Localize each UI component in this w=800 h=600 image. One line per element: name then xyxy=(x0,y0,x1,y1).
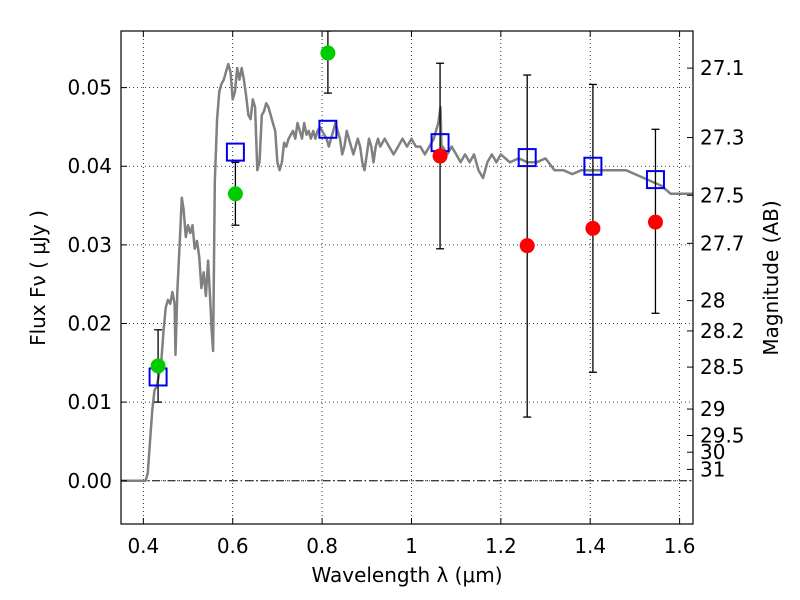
tick-labels: 0.4 0.6 0.8 1 1.2 1.4 1.6 0.00 0.01 0.02 0.03 0.04 0… xyxy=(67,56,744,558)
mag-tick-label: 27.7 xyxy=(700,231,745,255)
observed-point-red xyxy=(432,148,448,164)
observed-point-green xyxy=(150,358,166,374)
mag-tick-label: 28 xyxy=(700,289,725,313)
y-tick-label: 0.04 xyxy=(67,154,112,178)
mag-tick-label: 31 xyxy=(700,457,725,481)
x-tick-label: 0.6 xyxy=(217,534,249,558)
mag-tick-label: 30 xyxy=(700,440,725,464)
mag-tick-label: 29.5 xyxy=(700,424,745,448)
observed-point-green xyxy=(227,186,243,202)
x-tick-label: 1.2 xyxy=(485,534,517,558)
model-photometry-square xyxy=(645,170,665,190)
plot-area xyxy=(121,31,693,483)
y-axis-title: Flux Fν ( μJy ) xyxy=(26,210,50,346)
model-photometry-square xyxy=(318,119,338,139)
observed-point-red xyxy=(647,214,663,230)
x-tick-label: 0.4 xyxy=(127,534,159,558)
y-tick-label: 0.02 xyxy=(67,311,112,335)
mag-tick-label: 27.1 xyxy=(700,56,745,80)
mag-tick-label: 28.2 xyxy=(700,319,745,343)
y-tick-label: 0.00 xyxy=(67,469,112,493)
model-photometry-square xyxy=(517,148,537,168)
x-tick-label: 1.4 xyxy=(574,534,606,558)
x-tick-label: 1.6 xyxy=(664,534,696,558)
y-tick-label: 0.01 xyxy=(67,390,112,414)
mag-tick-label: 28.5 xyxy=(700,355,745,379)
mag-tick-label: 29 xyxy=(700,397,725,421)
y-tick-label: 0.03 xyxy=(67,233,112,257)
ticks xyxy=(121,31,693,524)
x-tick-label: 0.8 xyxy=(306,534,338,558)
mag-tick-label: 27.3 xyxy=(700,126,745,150)
x-axis-title: Wavelength λ (μm) xyxy=(311,563,502,587)
x-tick-label: 1 xyxy=(405,534,418,558)
observed-point-red xyxy=(585,220,601,236)
observed-point-red xyxy=(519,238,535,254)
observed-point-green xyxy=(320,45,336,61)
model-spectrum-line xyxy=(121,62,693,483)
model-photometry-square xyxy=(583,156,603,176)
y-tick-label: 0.05 xyxy=(67,76,112,100)
mag-tick-label: 27.5 xyxy=(700,183,745,207)
y-axis-right-title: Magnitude (AB) xyxy=(759,200,783,355)
model-photometry-square xyxy=(225,142,245,162)
plot-frame xyxy=(120,30,694,525)
